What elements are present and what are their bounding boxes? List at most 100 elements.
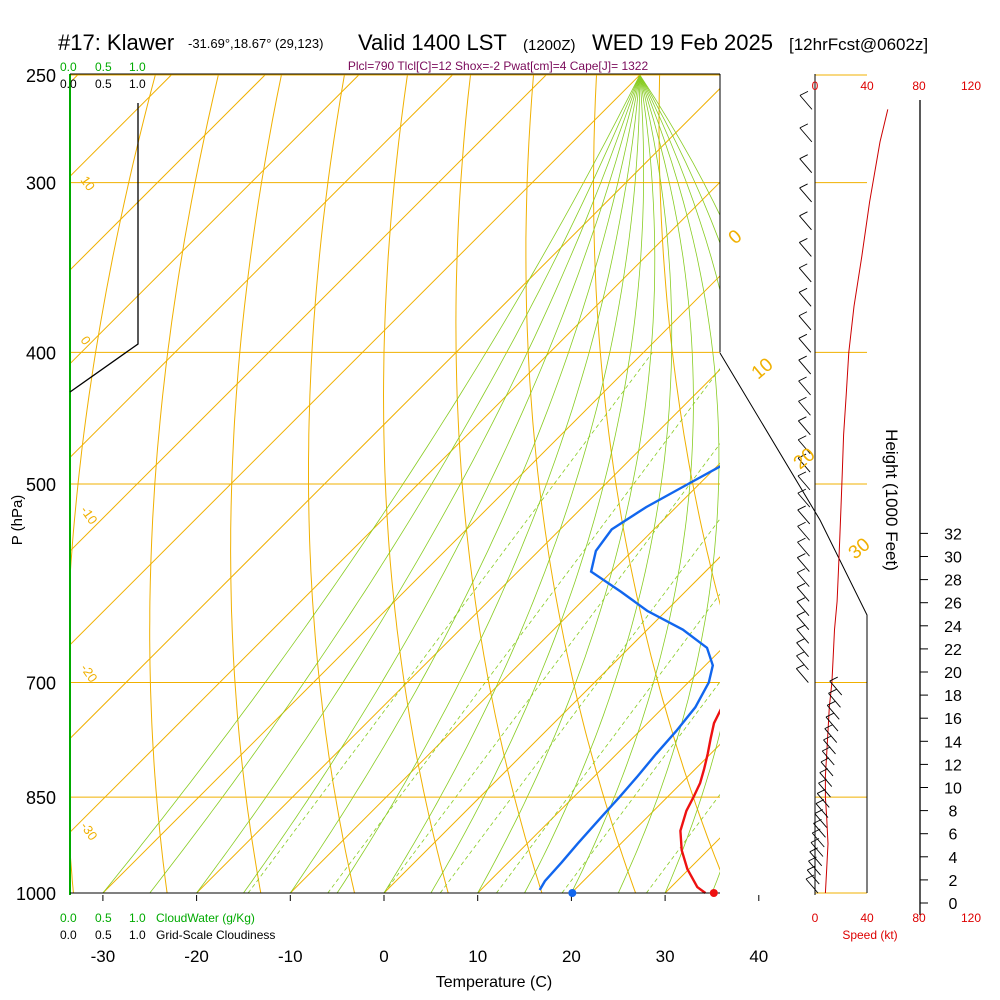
- wind-barb: [798, 416, 811, 436]
- wind-barb-flag: [827, 700, 836, 706]
- wind-barb-staff: [810, 842, 824, 857]
- wind-barb-staff: [815, 803, 829, 818]
- wind-barb-flag: [799, 90, 809, 96]
- wind-barb: [824, 724, 838, 743]
- wind-barb-staff: [797, 492, 811, 508]
- wind-barb-staff: [823, 739, 836, 755]
- wind-barb: [818, 778, 831, 798]
- cloudwater-tick-bottom-2: 1.0: [129, 911, 146, 925]
- wind-barb-staff: [798, 400, 811, 416]
- wind-barb-staff: [798, 338, 812, 353]
- wind-barb-staff: [798, 420, 811, 436]
- pressure-tick-label: 850: [26, 788, 56, 808]
- wind-barb: [799, 123, 813, 143]
- wind-barb-staff: [829, 680, 843, 696]
- x-tick-label: -30: [91, 947, 116, 966]
- wind-barb: [797, 553, 810, 572]
- wind-barb-staff: [798, 292, 812, 307]
- moist-adiabat-line: [149, 74, 641, 894]
- speed-axis-label: Speed (kt): [842, 928, 897, 942]
- wind-barb: [797, 453, 811, 473]
- wind-barb-staff: [797, 457, 811, 473]
- wind-barb-flag: [819, 768, 828, 774]
- dry-adiabat-line: [149, 74, 219, 894]
- wind-barb: [797, 505, 811, 525]
- x-axis-label: Temperature (C): [436, 974, 552, 991]
- mixing-ratio-line: [439, 518, 720, 894]
- pressure-tick-label: 1000: [16, 884, 56, 904]
- wind-barb-staff: [799, 95, 813, 110]
- isotherm-line: [70, 74, 360, 365]
- cloudiness-tick-bottom-2: 1.0: [129, 928, 146, 942]
- wind-barb: [797, 435, 811, 455]
- dry-adiabat-label: 10: [748, 354, 778, 384]
- wind-barb: [796, 582, 810, 602]
- grid-layer: 1 2 3 5 8 12 20: [70, 74, 1000, 915]
- wind-barb-staff: [821, 750, 835, 766]
- series-dewpoint-line: [538, 465, 720, 891]
- wind-barb-staff: [825, 716, 839, 732]
- wind-barb-flag: [796, 611, 806, 617]
- mixing-ratio-label: 5: [419, 900, 435, 915]
- dry-adiabat-line: [658, 74, 720, 606]
- wind-barb-staff: [799, 158, 813, 173]
- wind-barb: [798, 287, 812, 307]
- wind-barb-flag: [798, 355, 807, 361]
- wind-barb: [814, 809, 828, 828]
- wind-barb-staff: [811, 832, 825, 848]
- y-axis-label: P (hPa): [9, 495, 26, 546]
- wind-barb-staff: [799, 215, 812, 231]
- cloudiness-tick-top-0: 0.0: [60, 77, 77, 91]
- wind-barb-staff: [798, 359, 812, 375]
- height-tick-label: 28: [944, 573, 962, 590]
- wind-barb: [811, 828, 825, 848]
- wind-barb-layer: [796, 90, 889, 894]
- wind-barb-staff: [809, 851, 823, 867]
- isobar-layer: [70, 74, 867, 894]
- dry-adiabat-line: [70, 74, 156, 894]
- wind-barb-flag: [797, 521, 806, 527]
- wind-barb-staff: [797, 475, 811, 491]
- speed-tick-top-2: 80: [912, 79, 926, 93]
- wind-barb-staff: [814, 813, 828, 828]
- dry-adiabat-line: [230, 74, 282, 894]
- wind-barb-flag: [798, 396, 807, 402]
- dry-adiabat-label: 30: [845, 534, 875, 564]
- wind-barb: [798, 376, 811, 396]
- wind-barb-staff: [798, 267, 812, 283]
- mixing-ratio-label: 8: [481, 900, 497, 915]
- pressure-tick-label: 700: [26, 674, 56, 694]
- isotherm-line: [853, 75, 1000, 893]
- dry-adiabat-label: 0: [78, 333, 94, 348]
- wind-barb-staff: [796, 655, 809, 671]
- wind-barb-flag: [799, 154, 808, 160]
- wind-barb-staff: [818, 782, 831, 798]
- dry-adiabat-line: [849, 75, 1000, 893]
- cloudiness-tick-top-1: 0.5: [95, 77, 112, 91]
- station-title: #17: Klawer: [58, 30, 174, 55]
- wind-barb: [828, 688, 841, 708]
- wind-barb-staff: [796, 601, 810, 616]
- wind-barb-staff: [816, 793, 830, 808]
- wind-barb-staff: [824, 728, 838, 743]
- wind-barb: [796, 624, 810, 644]
- speed-tick-bottom-2: 80: [912, 911, 926, 925]
- wind-barb-flag: [798, 416, 807, 422]
- pressure-tick-label: 300: [26, 174, 56, 194]
- wind-barb-staff: [797, 509, 811, 525]
- height-tick-label: 10: [944, 781, 962, 798]
- height-tick-label: 12: [944, 757, 962, 774]
- forecast-date: WED 19 Feb 2025: [592, 30, 773, 55]
- wind-barb-staff: [796, 629, 810, 644]
- cloudiness-tick-bottom-1: 0.5: [95, 928, 112, 942]
- height-tick-label: 0: [949, 896, 958, 913]
- wind-barb: [796, 651, 809, 671]
- cloudiness-tick-top-2: 1.0: [129, 77, 146, 91]
- wind-barb-flag: [799, 123, 809, 129]
- isotherm-line: [759, 75, 1000, 893]
- surface-temperature-dot: [709, 889, 718, 897]
- mixing-ratio-label: 2: [306, 900, 322, 915]
- wind-barb-staff: [820, 761, 834, 777]
- mixing-ratio-line: [561, 681, 720, 894]
- wind-barb-flag: [799, 263, 808, 269]
